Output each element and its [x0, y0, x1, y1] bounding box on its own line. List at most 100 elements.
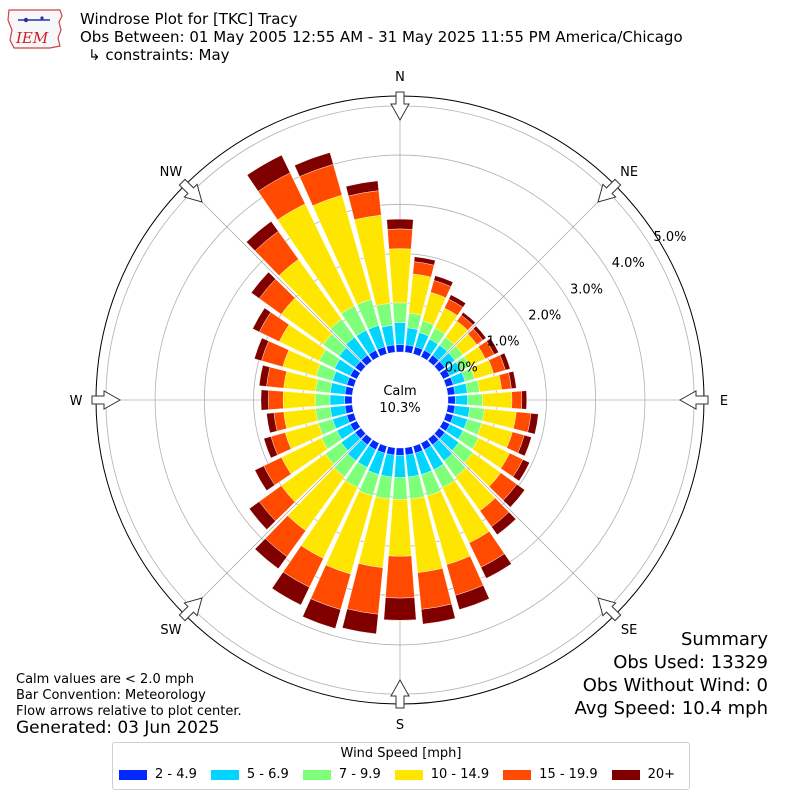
flow-arrows-note: Flow arrows relative to plot center. [16, 704, 242, 719]
windrose-bar-segment [246, 221, 279, 252]
windrose-bar-segment [344, 395, 353, 405]
windrose-bar-segment [254, 465, 276, 491]
windrose-bar-segment [517, 434, 532, 457]
calm-definition-note: Calm values are < 2.0 mph [16, 672, 195, 687]
windrose-bar-segment [407, 474, 425, 500]
legend: Wind Speed [mph] 2 - 4.9 5 - 6.9 7 - 9.9… [112, 742, 690, 790]
flow-arrow-icon [678, 390, 709, 410]
logo-text: IEM [15, 29, 49, 47]
windrose-bar-segment [480, 553, 512, 579]
radial-tick-label: 5.0% [653, 230, 686, 245]
legend-swatch [503, 769, 532, 780]
windrose-bar-segment [453, 405, 471, 418]
legend-label: 20+ [647, 767, 676, 782]
legend-swatch [302, 769, 331, 780]
compass-label-n: N [395, 70, 405, 85]
legend-label: 5 - 6.9 [246, 767, 289, 782]
windrose-bar-segment [345, 180, 379, 197]
radial-tick-label: 1.0% [486, 334, 519, 349]
radial-tick-labels: 0.0% 1.0% 2.0% 3.0% 4.0% 5.0% [445, 230, 687, 375]
legend-swatch [611, 769, 640, 780]
windrose-bar-segment [329, 382, 347, 395]
radial-tick-label: 3.0% [570, 282, 603, 297]
windrose-bar-segment [250, 271, 276, 299]
flow-arrow-icon [178, 178, 203, 203]
calm-label: Calm [383, 384, 416, 399]
radial-tick-label: 4.0% [612, 256, 645, 271]
windrose-bar-segment [407, 312, 422, 330]
windrose-bar-segment [527, 413, 539, 435]
windrose-bar-segment [433, 275, 454, 287]
windrose-bar-segment [491, 511, 517, 536]
windrose-bar-segment [455, 584, 490, 610]
windrose-bar-segment [268, 390, 284, 410]
legend-swatch [394, 769, 423, 780]
windrose-bar-segment [502, 483, 526, 508]
windrose-bar-segment [266, 412, 278, 434]
radial-tick-label: 0.0% [445, 361, 478, 376]
windrose-bar-segment [448, 294, 466, 308]
compass-label-sw: SW [160, 623, 181, 638]
windrose-bar-segment [394, 455, 406, 478]
windrose-bar-segment [392, 302, 408, 323]
compass-label-nw: NW [160, 165, 183, 180]
windrose-bar-segment [282, 391, 316, 409]
windrose-bar-segment [394, 322, 406, 345]
windrose-bar-segment [315, 406, 333, 422]
windrose-bar-segment [395, 447, 405, 456]
windrose-bar-segment [258, 365, 271, 387]
flow-arrow-icon [178, 597, 203, 622]
windrose-bar-segment [387, 228, 413, 250]
legend-item: 7 - 9.9 [302, 767, 381, 782]
windrose-bar-segment [467, 406, 485, 422]
windrose-bar-segment [263, 436, 278, 459]
angular-gridline [184, 184, 401, 401]
windrose-bar-segment [314, 393, 331, 407]
windrose-bar-segment [460, 312, 476, 326]
bar-convention-note: Bar Convention: Meteorology [16, 688, 206, 703]
compass-label-ne: NE [620, 165, 638, 180]
windrose-bar-segment [248, 501, 276, 530]
flow-arrow-icon [390, 678, 410, 709]
legend-item: 15 - 19.9 [503, 767, 598, 782]
windrose-bar-segment [260, 389, 269, 411]
windrose-bar-segment [421, 603, 456, 625]
windrose-bar-segment [395, 344, 405, 353]
legend-item: 2 - 4.9 [119, 767, 197, 782]
windrose-bar-segment [417, 567, 452, 610]
legend-item: 5 - 6.9 [210, 767, 289, 782]
windrose-bar-segment [294, 152, 334, 177]
windrose-bar-segment [455, 394, 468, 406]
windrose-bar-segment [472, 325, 487, 341]
windrose-bar-segment [386, 218, 414, 230]
windrose-bar-segment [512, 459, 530, 482]
summary-obs-without-wind: Obs Without Wind: 0 [582, 675, 768, 696]
windrose-bar-segment [375, 474, 393, 500]
flow-arrow-icon [91, 390, 122, 410]
legend-label: 7 - 9.9 [338, 767, 381, 782]
windrose-bar-segment [254, 337, 269, 362]
compass-label-w: W [70, 394, 83, 409]
summary-panel: Summary Obs Used: 13329 Obs Without Wind… [575, 628, 768, 720]
windrose-bar-segment [465, 380, 480, 394]
radial-tick-label: 2.0% [528, 308, 561, 323]
windrose-bar-segment [383, 597, 417, 621]
windrose-bar-segment [511, 390, 523, 410]
legend-items: 2 - 4.9 5 - 6.9 7 - 9.9 10 - 14.9 15 - 1… [119, 767, 675, 782]
compass-label-se: SE [621, 623, 637, 638]
windrose-bar-segment [508, 371, 517, 389]
windrose-bar-segment [521, 390, 527, 410]
windrose-bar-segment [246, 154, 291, 192]
windrose-bars [246, 152, 539, 635]
chart-title: Windrose Plot for [TKC] Tracy [80, 10, 298, 28]
angular-gridline [399, 184, 616, 401]
windrose-bar-segment [388, 248, 412, 304]
windrose-bar-segment [254, 538, 288, 569]
legend-title: Wind Speed [mph] [340, 746, 462, 761]
windrose-bar-segment [266, 366, 287, 389]
calm-value: 10.3% [379, 401, 420, 416]
flow-arrow-icon [390, 91, 410, 122]
windrose-bar-segment [477, 374, 502, 393]
legend-label: 15 - 19.9 [539, 767, 598, 782]
